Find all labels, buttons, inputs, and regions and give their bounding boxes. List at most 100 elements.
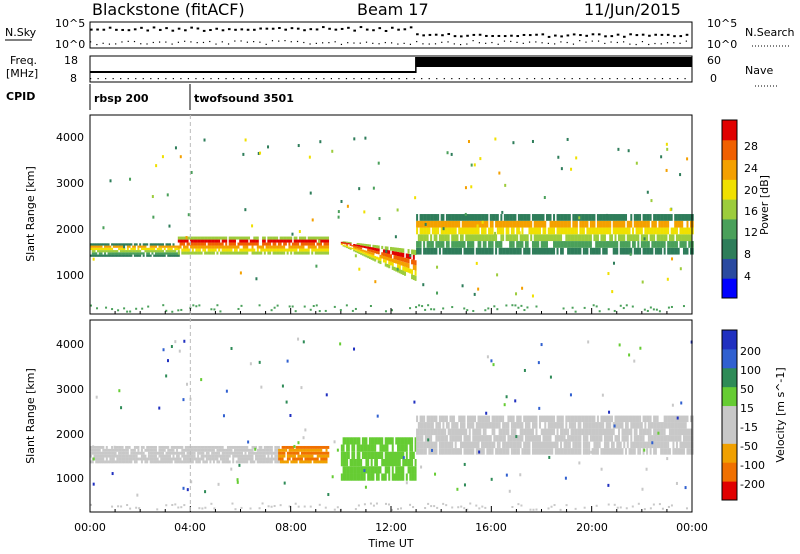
heat-cell — [551, 247, 554, 255]
heat-cell — [174, 451, 177, 455]
heat-cell — [437, 435, 440, 442]
heat-cell — [427, 502, 430, 505]
heat-cell — [353, 248, 356, 250]
heat-cell — [313, 457, 316, 461]
heat-cell — [675, 227, 678, 235]
heat-cell — [391, 473, 394, 481]
heat-cell — [435, 220, 438, 228]
heat-cell — [198, 445, 201, 449]
heat-cell — [251, 460, 254, 464]
heat-cell — [533, 220, 536, 228]
heat-cell — [689, 241, 692, 248]
heat-cell — [549, 220, 552, 228]
heat-cell — [293, 457, 296, 461]
nsky-point — [528, 34, 532, 37]
heat-cell — [438, 415, 441, 423]
heat-cell — [154, 448, 157, 452]
heat-cell — [303, 505, 306, 508]
heat-cell — [274, 239, 277, 243]
heat-cell — [442, 502, 445, 505]
heat-cell — [503, 428, 506, 436]
power-ytick-1000: 1000 — [56, 269, 84, 282]
heat-cell — [682, 305, 685, 308]
heat-cell — [523, 415, 526, 423]
heat-cell — [468, 241, 471, 248]
heat-cell — [331, 149, 334, 153]
heat-cell — [320, 460, 323, 464]
heat-cell — [375, 473, 378, 481]
heat-cell — [153, 454, 156, 458]
heat-cell — [198, 457, 201, 461]
heat-cell — [93, 250, 96, 253]
nsearch-point — [616, 41, 618, 44]
heat-cell — [302, 436, 305, 440]
heat-cell — [228, 245, 231, 249]
heat-cell — [481, 214, 484, 221]
heat-cell — [531, 441, 534, 449]
nave-point — [323, 78, 325, 80]
heat-cell — [595, 428, 598, 436]
heat-cell — [637, 247, 640, 255]
heat-cell — [244, 251, 247, 255]
heat-cell — [419, 241, 422, 248]
heat-cell — [563, 441, 566, 449]
heat-cell — [128, 460, 131, 464]
heat-cell — [190, 457, 193, 461]
heat-cell — [605, 227, 608, 235]
heat-cell — [235, 448, 238, 452]
heat-cell — [369, 502, 372, 505]
heat-cell — [579, 415, 582, 423]
heat-cell — [672, 435, 675, 442]
heat-cell — [505, 422, 508, 429]
heat-cell — [265, 248, 268, 252]
heat-cell — [558, 435, 561, 442]
heat-cell — [360, 444, 363, 452]
heat-cell — [407, 263, 410, 269]
heat-cell — [210, 308, 213, 311]
heat-cell — [616, 220, 619, 228]
heat-cell — [584, 448, 587, 455]
heat-cell — [233, 451, 236, 455]
x-axis-ticks — [89, 115, 693, 512]
heat-cell — [292, 457, 295, 461]
heat-cell — [193, 251, 196, 255]
nsky-point — [246, 28, 250, 31]
heat-cell — [311, 448, 314, 452]
nsearch-point — [597, 40, 600, 42]
heat-cell — [567, 220, 570, 228]
heat-cell — [165, 250, 168, 253]
heat-cell — [219, 457, 222, 461]
heat-cell — [663, 435, 666, 442]
heat-cell — [445, 435, 448, 442]
heat-cell — [364, 136, 367, 140]
heat-cell — [524, 247, 527, 255]
heat-cell — [535, 241, 538, 248]
heat-cell — [123, 460, 126, 464]
heat-cell — [218, 454, 221, 458]
heat-cell — [198, 448, 201, 452]
heat-cell — [667, 415, 670, 423]
heat-cell — [619, 241, 622, 248]
nave-point — [601, 78, 603, 80]
heat-cell — [346, 466, 349, 474]
heat-cell — [502, 227, 505, 235]
heat-cell — [151, 250, 154, 253]
heat-cell — [625, 507, 628, 510]
heat-cell — [111, 472, 114, 476]
heat-cell — [360, 249, 363, 251]
heat-cell — [660, 448, 663, 455]
heat-cell — [226, 251, 229, 255]
heat-cell — [544, 422, 547, 429]
heat-cell — [640, 441, 643, 449]
heat-cell — [421, 220, 424, 228]
heat-cell — [663, 241, 666, 248]
heat-cell — [142, 451, 145, 455]
heat-cell — [109, 451, 112, 455]
heat-cell — [677, 234, 680, 242]
nsearch-point — [334, 41, 336, 43]
heat-cell — [575, 156, 578, 160]
heat-cell — [667, 306, 670, 309]
heat-cell — [402, 248, 405, 253]
heat-cell — [253, 236, 256, 240]
heat-cell — [100, 254, 103, 257]
